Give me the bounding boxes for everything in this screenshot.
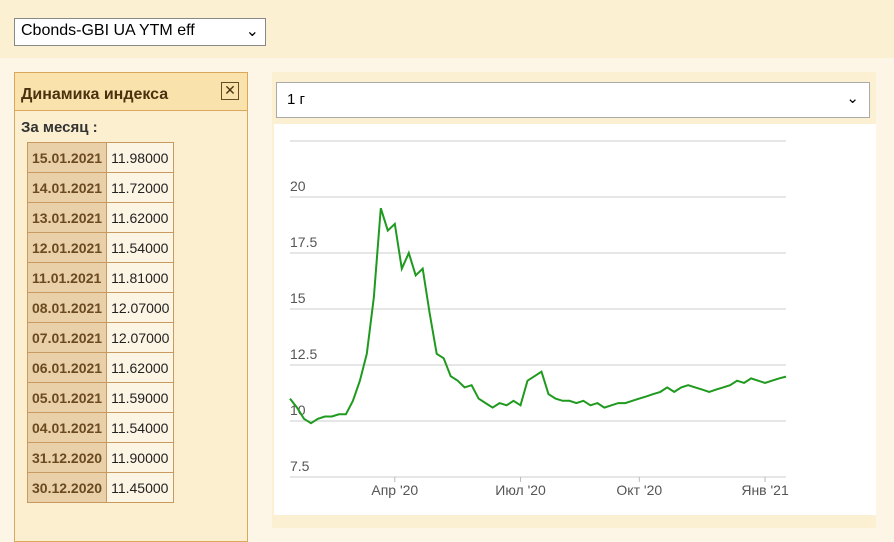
table-row: 30.12.2020 11.45000 (26, 472, 175, 503)
date-cell: 04.01.2021 (26, 412, 108, 443)
table-row: 04.01.2021 11.54000 (26, 412, 175, 443)
y-tick-label: 7.5 (290, 458, 310, 474)
date-cell: 07.01.2021 (26, 322, 108, 353)
index-select[interactable]: Cbonds-GBI UA YTM eff ⌄ (14, 18, 266, 46)
value-cell: 11.62000 (106, 352, 175, 383)
y-tick-label: 15 (290, 290, 306, 306)
values-table: 15.01.2021 11.98000 14.01.2021 11.72000 13.0… (26, 142, 175, 503)
table-row: 08.01.2021 12.07000 (26, 292, 175, 323)
panel-title: Динамика индекса (21, 86, 169, 103)
table-row: 12.01.2021 11.54000 (26, 232, 175, 263)
value-cell: 12.07000 (106, 322, 175, 353)
y-tick-label: 20 (290, 178, 306, 194)
date-cell: 31.12.2020 (26, 442, 108, 473)
y-tick-label: 12.5 (290, 346, 317, 362)
index-panel: Динамика индекса ✕ За месяц : 15.01.2021 1… (14, 72, 248, 542)
y-tick-label: 17.5 (290, 234, 317, 250)
value-cell: 11.59000 (106, 382, 175, 413)
x-tick-label: Окт '20 (616, 482, 662, 498)
value-cell: 11.54000 (106, 232, 175, 263)
date-cell: 12.01.2021 (26, 232, 108, 263)
panel-header: Динамика индекса ✕ (15, 73, 247, 111)
table-row: 06.01.2021 11.62000 (26, 352, 175, 383)
date-cell: 15.01.2021 (26, 142, 108, 173)
date-cell: 11.01.2021 (26, 262, 108, 293)
x-tick-label: Янв '21 (741, 482, 789, 498)
close-button[interactable]: ✕ (221, 82, 239, 100)
panel-subtitle: За месяц : (21, 119, 98, 136)
date-cell: 13.01.2021 (26, 202, 108, 233)
x-tick-label: Июл '20 (495, 482, 546, 498)
period-select[interactable]: 1 г ⌄ (276, 82, 870, 118)
period-select-text: 1 г (287, 91, 305, 108)
value-cell: 11.54000 (106, 412, 175, 443)
date-cell: 06.01.2021 (26, 352, 108, 383)
table-row: 05.01.2021 11.59000 (26, 382, 175, 413)
value-cell: 11.98000 (106, 142, 175, 173)
value-cell: 11.90000 (106, 442, 175, 473)
value-cell: 12.07000 (106, 292, 175, 323)
table-row: 14.01.2021 11.72000 (26, 172, 175, 203)
table-row: 11.01.2021 11.81000 (26, 262, 175, 293)
table-row: 15.01.2021 11.98000 (26, 142, 175, 173)
value-cell: 11.62000 (106, 202, 175, 233)
date-cell: 30.12.2020 (26, 472, 108, 503)
table-row: 07.01.2021 12.07000 (26, 322, 175, 353)
value-cell: 11.72000 (106, 172, 175, 203)
index-select-text: Cbonds-GBI UA YTM eff (21, 22, 195, 39)
table-row: 13.01.2021 11.62000 (26, 202, 175, 233)
value-cell: 11.45000 (106, 472, 175, 503)
x-tick-label: Апр '20 (371, 482, 418, 498)
value-cell: 11.81000 (106, 262, 175, 293)
line-series (289, 207, 787, 425)
table-row: 31.12.2020 11.90000 (26, 442, 175, 473)
date-cell: 08.01.2021 (26, 292, 108, 323)
chart-box (274, 124, 876, 515)
